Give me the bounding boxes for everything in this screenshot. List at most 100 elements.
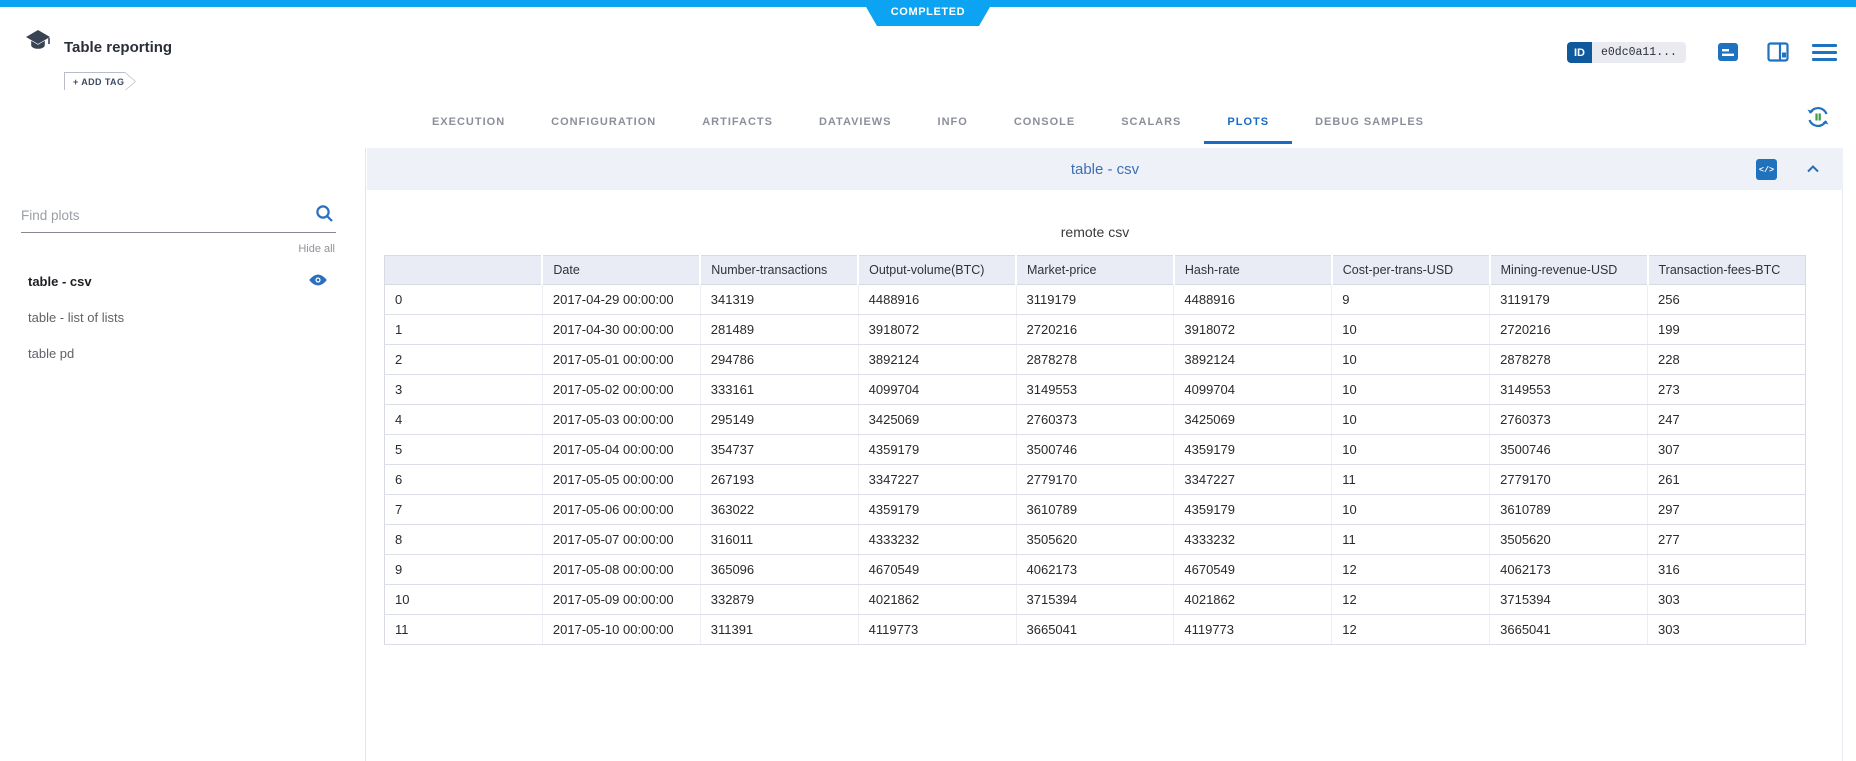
- table-row: 9 2017-05-08 00:00:00 365096 4670549 4062173…: [384, 554, 1806, 585]
- table-cell: 277: [1647, 524, 1806, 555]
- menu-icon[interactable]: [1812, 44, 1837, 61]
- table-row: 4 2017-05-03 00:00:00 295149 3425069 2760373…: [384, 404, 1806, 435]
- table-cell: 2017-05-01 00:00:00: [542, 344, 701, 375]
- table-cell: 3347227: [1173, 464, 1333, 495]
- table-row: 5 2017-05-04 00:00:00 354737 4359179 3500746…: [384, 434, 1806, 465]
- table-cell: 2017-05-03 00:00:00: [542, 404, 701, 435]
- column-header: Number-transactions: [700, 255, 860, 285]
- tab-scalars[interactable]: SCALARS: [1121, 116, 1182, 128]
- plot-panel-title[interactable]: table - csv: [1070, 160, 1140, 178]
- comments-icon[interactable]: [1716, 40, 1740, 64]
- table-cell: 10: [1331, 344, 1491, 375]
- plot-search: [21, 200, 336, 233]
- table-cell: 4099704: [858, 374, 1017, 405]
- table-cell: 3347227: [858, 464, 1017, 495]
- table-cell: 3119179: [1016, 284, 1175, 315]
- table-cell: 3149553: [1016, 374, 1175, 405]
- table-cell: 273: [1647, 374, 1806, 405]
- details-panel-icon[interactable]: [1766, 40, 1790, 64]
- add-tag-button[interactable]: + ADD TAG: [64, 72, 136, 91]
- visibility-eye-icon[interactable]: [308, 273, 328, 287]
- table-cell: 316011: [700, 524, 859, 555]
- table-cell: 11: [384, 614, 543, 645]
- table-cell: 2760373: [1016, 404, 1175, 435]
- table-cell: 2017-05-06 00:00:00: [542, 494, 701, 525]
- hide-all-button[interactable]: Hide all: [298, 243, 335, 255]
- table-cell: 4359179: [1173, 434, 1333, 465]
- auto-refresh-icon[interactable]: [1804, 103, 1832, 131]
- experiment-id-badge[interactable]: ID e0dc0a11...: [1567, 42, 1686, 63]
- table-cell: 295149: [700, 404, 859, 435]
- tab-execution[interactable]: EXECUTION: [431, 116, 506, 128]
- search-icon[interactable]: [315, 204, 334, 223]
- table-cell: 12: [1331, 614, 1491, 645]
- page-title: Table reporting: [64, 39, 173, 56]
- tab-console[interactable]: CONSOLE: [1013, 116, 1076, 128]
- table-cell: 2017-04-30 00:00:00: [542, 314, 701, 345]
- experiment-type-icon: [25, 29, 51, 54]
- table-cell: 228: [1647, 344, 1806, 375]
- plot-list: table - csv table - list of lists table p…: [0, 263, 366, 371]
- table-cell: 4359179: [858, 494, 1017, 525]
- table-cell: 0: [384, 284, 543, 315]
- table-cell: 3: [384, 374, 543, 405]
- table-cell: 10: [1331, 494, 1491, 525]
- plot-list-item[interactable]: table - csv: [0, 263, 366, 299]
- csv-table: Date Number-transactions Output-volume(BTC…: [384, 255, 1806, 645]
- table-cell: 297: [1647, 494, 1806, 525]
- table-cell: 7: [384, 494, 543, 525]
- column-header: [384, 255, 544, 285]
- table-row: 3 2017-05-02 00:00:00 333161 4099704 3149553…: [384, 374, 1806, 405]
- column-header: Date: [542, 255, 702, 285]
- table-cell: 3665041: [1016, 614, 1175, 645]
- tab-info[interactable]: INFO: [937, 116, 968, 128]
- tab-artifacts[interactable]: ARTIFACTS: [702, 116, 773, 128]
- tab-configuration[interactable]: CONFIGURATION: [551, 116, 657, 128]
- table-cell: 3425069: [858, 404, 1017, 435]
- table-cell: 303: [1647, 614, 1806, 645]
- table-cell: 10: [1331, 434, 1491, 465]
- tab-plots[interactable]: PLOTS: [1204, 116, 1293, 144]
- table-cell: 3918072: [1173, 314, 1333, 345]
- table-cell: 3715394: [1016, 584, 1175, 615]
- table-cell: 365096: [700, 554, 859, 585]
- table-cell: 4021862: [858, 584, 1017, 615]
- table-cell: 4359179: [858, 434, 1017, 465]
- table-cell: 2720216: [1489, 314, 1648, 345]
- table-cell: 11: [1331, 524, 1491, 555]
- search-input[interactable]: [21, 202, 306, 228]
- table-cell: 4359179: [1173, 494, 1333, 525]
- table-cell: 199: [1647, 314, 1806, 345]
- id-value: e0dc0a11...: [1592, 42, 1686, 63]
- plot-list-item-label: table pd: [28, 345, 75, 361]
- embed-code-icon[interactable]: </>: [1756, 159, 1777, 180]
- table-cell: 3500746: [1016, 434, 1175, 465]
- plot-panel: table - csv </> remote csv Date Number-tr…: [367, 148, 1843, 761]
- table-cell: 303: [1647, 584, 1806, 615]
- table-row: 7 2017-05-06 00:00:00 363022 4359179 3610789…: [384, 494, 1806, 525]
- app-header: Table reporting + ADD TAG ID e0dc0a11...: [0, 7, 1856, 90]
- column-header: Output-volume(BTC): [858, 255, 1017, 285]
- id-label: ID: [1567, 42, 1592, 63]
- table-cell: 261: [1647, 464, 1806, 495]
- table-cell: 4021862: [1173, 584, 1333, 615]
- table-cell: 4333232: [858, 524, 1017, 555]
- table-cell: 10: [1331, 404, 1491, 435]
- plot-list-item-label: table - list of lists: [28, 309, 125, 325]
- plot-list-item[interactable]: table - list of lists: [0, 299, 366, 335]
- table-cell: 3892124: [858, 344, 1017, 375]
- table-cell: 256: [1647, 284, 1806, 315]
- table-cell: 2760373: [1489, 404, 1648, 435]
- plot-list-item[interactable]: table pd: [0, 335, 366, 371]
- tab-dataviews[interactable]: DATAVIEWS: [818, 116, 892, 128]
- table-cell: 2017-05-08 00:00:00: [542, 554, 701, 585]
- table-row: 11 2017-05-10 00:00:00 311391 4119773 366504…: [384, 614, 1806, 645]
- collapse-chevron-icon[interactable]: [1805, 161, 1821, 177]
- table-cell: 2017-05-02 00:00:00: [542, 374, 701, 405]
- table-cell: 332879: [700, 584, 859, 615]
- table-cell: 316: [1647, 554, 1806, 585]
- table-cell: 10: [1331, 314, 1491, 345]
- tab-debug-samples[interactable]: DEBUG SAMPLES: [1315, 116, 1425, 128]
- table-cell: 4333232: [1173, 524, 1333, 555]
- column-header: Mining-revenue-USD: [1489, 255, 1649, 285]
